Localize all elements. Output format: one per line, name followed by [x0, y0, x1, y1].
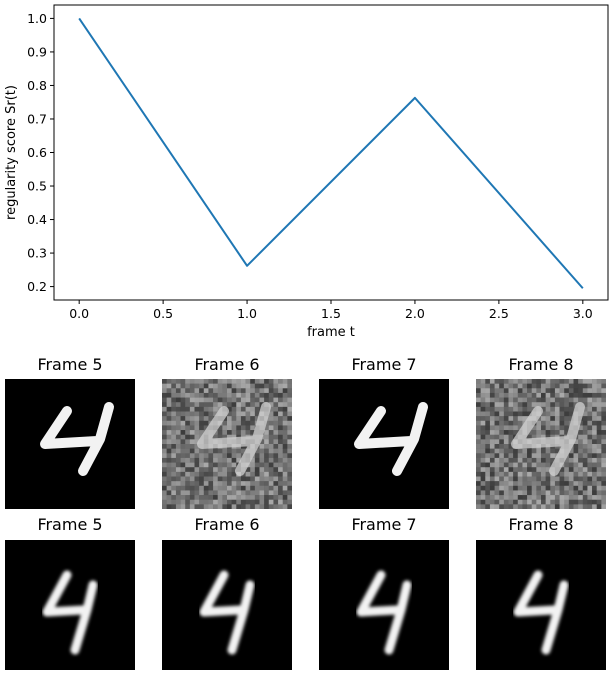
digit-glyph — [356, 570, 412, 655]
frame-image — [162, 379, 292, 509]
x-tick-label: 3.0 — [573, 306, 593, 321]
frame-title: Frame 8 — [508, 515, 574, 534]
frame-image — [5, 379, 135, 509]
digit-glyph — [511, 402, 585, 476]
digit-glyph — [40, 402, 114, 476]
regularity-chart: 0.0 0.5 1.0 1.5 2.0 2.5 3.0 0.2 0.3 0.4 0.5 0.6 0.7 0… — [4, 4, 609, 340]
frame-image — [319, 379, 449, 509]
y-tick-label: 0.7 — [27, 111, 47, 126]
plot-frame — [53, 4, 609, 301]
y-tick-label: 0.6 — [27, 145, 47, 160]
frame-title: Frame 8 — [508, 355, 574, 374]
digit-glyph — [199, 570, 255, 655]
y-tick-label: 0.3 — [27, 246, 47, 261]
frame-title: Frame 6 — [194, 515, 260, 534]
x-tick-label: 0.0 — [69, 306, 89, 321]
frame-image — [162, 540, 292, 670]
frame-image — [5, 540, 135, 670]
frame-title: Frame 6 — [194, 355, 260, 374]
x-tick-label: 2.5 — [489, 306, 509, 321]
frame-canvas — [356, 570, 412, 655]
frame-canvas — [40, 402, 114, 476]
x-axis-label: frame t — [307, 325, 355, 340]
frame-title: Frame 5 — [37, 515, 103, 534]
digit-glyph — [354, 402, 428, 476]
y-axis-label: regularity score Sr(t) — [4, 85, 19, 220]
y-tick-label: 0.9 — [27, 44, 47, 59]
frame-title: Frame 5 — [37, 355, 103, 374]
digit-glyph — [513, 570, 569, 655]
x-tick-label: 1.5 — [321, 306, 341, 321]
frame-canvas — [42, 570, 98, 655]
y-tick-label: 0.4 — [27, 212, 47, 227]
frame-title: Frame 7 — [351, 515, 417, 534]
frame-canvas — [476, 379, 606, 509]
y-tick-label: 0.2 — [27, 279, 47, 294]
frame-title: Frame 7 — [351, 355, 417, 374]
frame-image — [476, 540, 606, 670]
y-tick-label: 0.8 — [27, 78, 47, 93]
frame-canvas — [162, 379, 292, 509]
digit-glyph — [197, 402, 271, 476]
x-tick-label: 2.0 — [405, 306, 425, 321]
frame-image — [319, 540, 449, 670]
frame-canvas — [354, 402, 428, 476]
frame-image — [476, 379, 606, 509]
x-tick-label: 1.0 — [237, 306, 257, 321]
series-line — [78, 17, 584, 289]
y-tick-label: 0.5 — [27, 179, 47, 194]
frame-canvas — [513, 570, 569, 655]
frame-canvas — [199, 570, 255, 655]
x-tick-label: 0.5 — [153, 306, 173, 321]
y-tick-label: 1.0 — [27, 11, 47, 26]
digit-glyph — [42, 570, 98, 655]
